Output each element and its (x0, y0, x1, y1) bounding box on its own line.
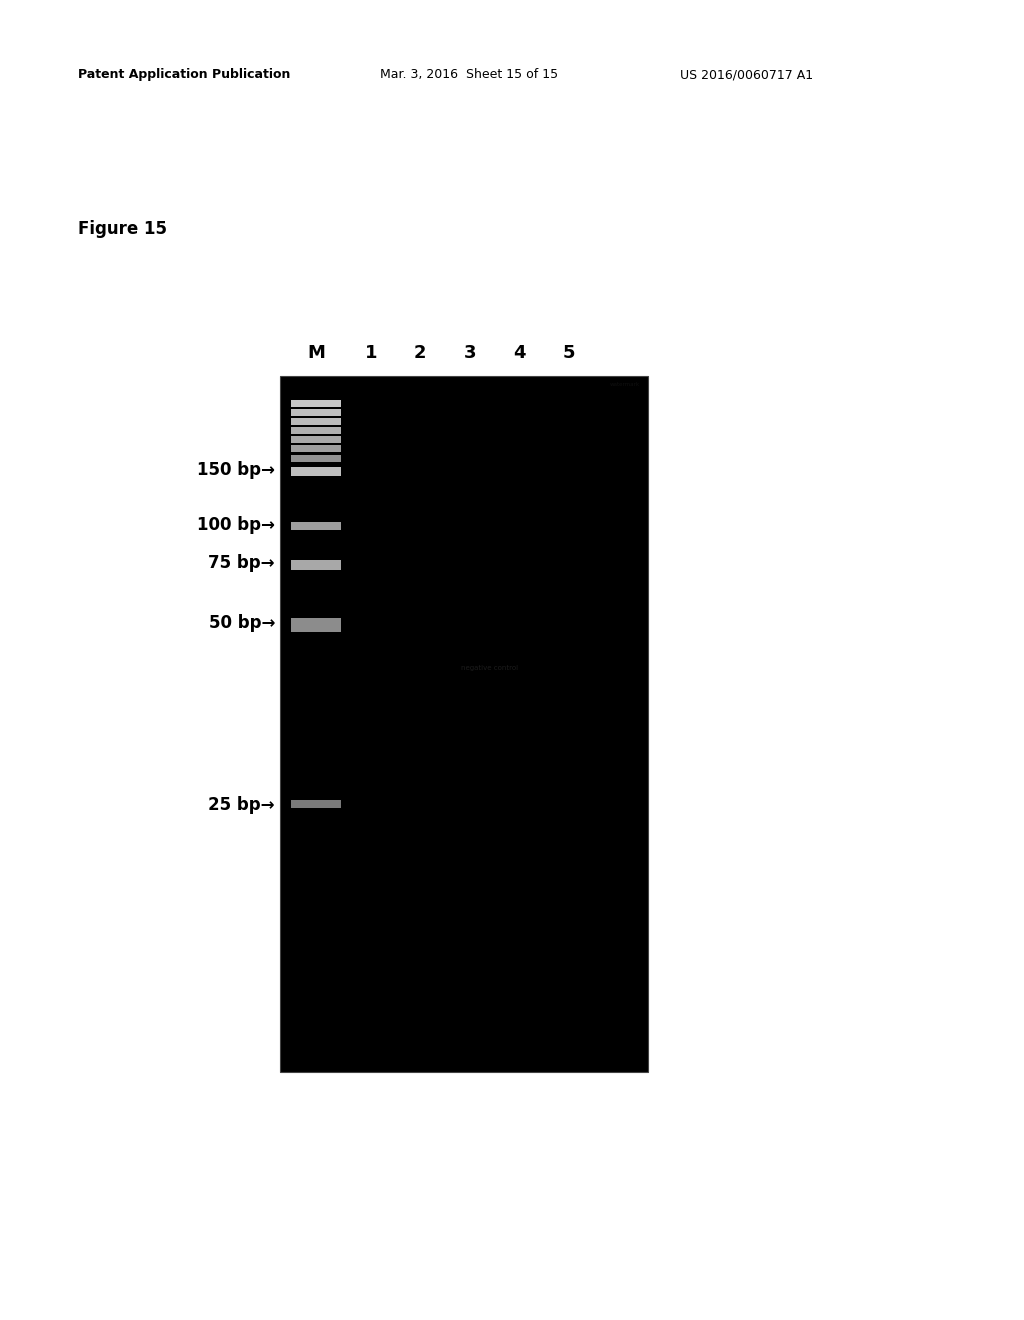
Text: 3: 3 (464, 345, 476, 362)
Bar (291, 400, 341, 407)
Text: 1: 1 (365, 345, 377, 362)
Text: 4: 4 (513, 345, 525, 362)
Bar (291, 436, 341, 444)
Text: Patent Application Publication: Patent Application Publication (78, 69, 291, 81)
Bar (291, 800, 341, 808)
Bar (280, 376, 648, 1072)
Bar (291, 467, 341, 477)
Bar (291, 426, 341, 434)
Text: M: M (307, 345, 325, 362)
Bar (291, 521, 341, 531)
Bar (291, 418, 341, 425)
Text: 75 bp→: 75 bp→ (209, 554, 275, 572)
Bar (291, 409, 341, 416)
Text: 2: 2 (414, 345, 426, 362)
Text: 25 bp→: 25 bp→ (209, 796, 275, 814)
Text: negative control: negative control (462, 665, 518, 671)
Text: 150 bp→: 150 bp→ (198, 461, 275, 479)
Text: watermark: watermark (610, 381, 640, 387)
Bar (291, 445, 341, 451)
Text: 5: 5 (563, 345, 575, 362)
Bar (291, 618, 341, 632)
Text: US 2016/0060717 A1: US 2016/0060717 A1 (680, 69, 813, 81)
Text: 100 bp→: 100 bp→ (198, 516, 275, 535)
Bar (291, 455, 341, 462)
Text: Figure 15: Figure 15 (78, 220, 167, 238)
Text: Mar. 3, 2016  Sheet 15 of 15: Mar. 3, 2016 Sheet 15 of 15 (380, 69, 558, 81)
Text: 50 bp→: 50 bp→ (209, 614, 275, 632)
Bar (291, 560, 341, 570)
